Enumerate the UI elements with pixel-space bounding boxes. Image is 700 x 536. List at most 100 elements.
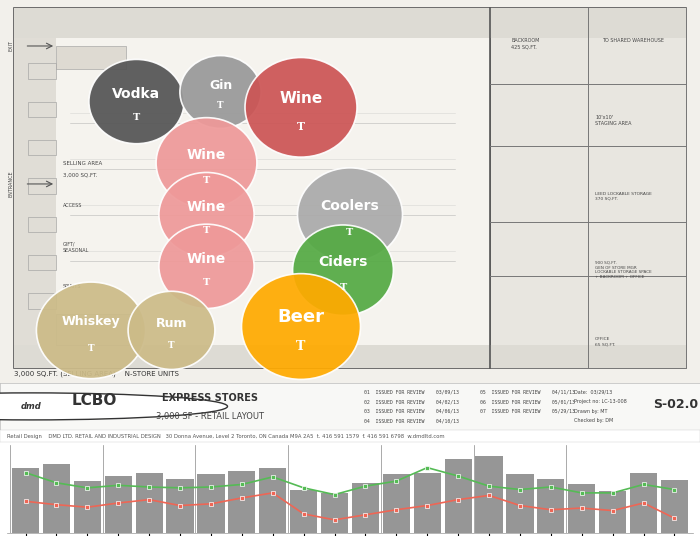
Text: T: T <box>296 340 306 353</box>
Text: 900 SQ.FT.
GEN OF STORE MGR
LOCKABLE STORAGE SPACE
+ BACKROOM + OFFICE: 900 SQ.FT. GEN OF STORE MGR LOCKABLE STO… <box>595 260 652 279</box>
Text: T: T <box>203 176 210 184</box>
Text: Coolers: Coolers <box>321 199 379 213</box>
Bar <box>56 46 126 69</box>
Bar <box>56 314 140 345</box>
Bar <box>28 63 56 79</box>
Text: 06  ISSUED FOR REVIEW    05/01/13: 06 ISSUED FOR REVIEW 05/01/13 <box>480 399 575 404</box>
Bar <box>12 467 39 533</box>
Text: T: T <box>203 278 210 287</box>
Ellipse shape <box>293 225 393 315</box>
Text: 04  ISSUED FOR REVIEW    04/10/13: 04 ISSUED FOR REVIEW 04/10/13 <box>364 419 459 423</box>
Text: EXPRESS STORES: EXPRESS STORES <box>162 393 258 403</box>
Ellipse shape <box>36 282 146 378</box>
Text: 3,000 SQ.FT.: 3,000 SQ.FT. <box>63 173 97 177</box>
Text: Ciders: Ciders <box>318 255 368 269</box>
Text: ENTRANCE: ENTRANCE <box>8 170 13 197</box>
Text: 3,000 SQ.FT. (SELLING AREA)    N-STORE UNITS: 3,000 SQ.FT. (SELLING AREA) N-STORE UNIT… <box>14 370 179 377</box>
Circle shape <box>0 393 228 420</box>
Ellipse shape <box>241 274 360 379</box>
Text: Drawn by: MT: Drawn by: MT <box>574 409 608 414</box>
Bar <box>383 474 410 533</box>
Bar <box>136 473 162 533</box>
Bar <box>352 483 379 533</box>
Text: T: T <box>203 226 210 235</box>
Bar <box>28 101 56 117</box>
Bar <box>28 255 56 270</box>
Bar <box>259 467 286 533</box>
Text: 02  ISSUED FOR REVIEW    04/02/13: 02 ISSUED FOR REVIEW 04/02/13 <box>364 399 459 404</box>
Bar <box>104 476 132 533</box>
Bar <box>28 217 56 232</box>
Text: T: T <box>217 101 224 110</box>
Text: 10'x10'
STAGING AREA: 10'x10' STAGING AREA <box>595 115 631 126</box>
Text: Checked by: DM: Checked by: DM <box>574 419 613 423</box>
Text: Wine: Wine <box>187 148 226 162</box>
Text: T: T <box>297 121 305 132</box>
Text: Gin: Gin <box>209 79 232 92</box>
Text: SPIRITS: SPIRITS <box>63 284 81 288</box>
Text: EXIT: EXIT <box>8 41 13 51</box>
Text: Project no: LC-13-008: Project no: LC-13-008 <box>574 399 626 404</box>
Text: 05  ISSUED FOR REVIEW    04/11/13: 05 ISSUED FOR REVIEW 04/11/13 <box>480 390 575 394</box>
Ellipse shape <box>159 224 254 309</box>
Bar <box>74 481 101 533</box>
Ellipse shape <box>180 56 261 129</box>
Ellipse shape <box>156 118 257 208</box>
Bar <box>28 178 56 193</box>
Text: T: T <box>88 344 94 353</box>
Bar <box>14 8 56 368</box>
Bar <box>228 471 256 533</box>
Text: Beer: Beer <box>277 308 325 326</box>
Text: SELLING AREA: SELLING AREA <box>63 161 102 166</box>
Text: TO SHARED WAREHOUSE: TO SHARED WAREHOUSE <box>602 39 664 43</box>
Ellipse shape <box>128 291 215 369</box>
Bar <box>197 474 225 533</box>
Bar <box>290 489 317 533</box>
Text: LCBO: LCBO <box>72 393 117 407</box>
Bar <box>630 473 657 533</box>
Text: 3,000 SF - RETAIL LAYOUT: 3,000 SF - RETAIL LAYOUT <box>156 412 264 421</box>
Text: BACKROOM
425 SQ.FT.: BACKROOM 425 SQ.FT. <box>511 39 540 49</box>
Text: Date:  03/29/13: Date: 03/29/13 <box>574 390 612 394</box>
Text: Wine: Wine <box>187 252 226 266</box>
Text: dmd: dmd <box>21 402 42 411</box>
Bar <box>321 493 348 533</box>
Bar <box>599 491 626 533</box>
Text: GIFT/
SEASONAL: GIFT/ SEASONAL <box>63 241 90 252</box>
Ellipse shape <box>89 59 184 144</box>
Bar <box>661 480 688 533</box>
Bar <box>490 8 686 368</box>
Bar <box>28 293 56 309</box>
Text: 07  ISSUED FOR REVIEW    05/29/13: 07 ISSUED FOR REVIEW 05/29/13 <box>480 409 575 414</box>
Text: Vodka: Vodka <box>113 87 160 101</box>
Text: T: T <box>340 283 346 292</box>
Bar <box>14 345 686 368</box>
Text: Rum: Rum <box>155 317 188 330</box>
Bar <box>167 479 194 533</box>
Text: Wine: Wine <box>187 200 226 214</box>
Text: 03  ISSUED FOR REVIEW    04/06/13: 03 ISSUED FOR REVIEW 04/06/13 <box>364 409 459 414</box>
Text: T: T <box>346 228 354 237</box>
Bar <box>568 485 596 533</box>
Bar <box>28 140 56 155</box>
Ellipse shape <box>298 168 402 262</box>
Bar <box>43 464 70 533</box>
Text: Wine: Wine <box>279 91 323 106</box>
Text: OFFICE
65 SQ.FT.: OFFICE 65 SQ.FT. <box>595 337 615 346</box>
Bar <box>14 8 686 39</box>
Bar <box>444 459 472 533</box>
Text: 01  ISSUED FOR REVIEW    03/09/13: 01 ISSUED FOR REVIEW 03/09/13 <box>364 390 459 394</box>
Text: T: T <box>168 341 175 349</box>
Bar <box>538 479 564 533</box>
Text: Whiskey: Whiskey <box>62 315 120 328</box>
Ellipse shape <box>159 173 254 257</box>
Text: Retail Design    DMD LTD. RETAIL AND INDUSTRIAL DESIGN   30 Donna Avenue, Level : Retail Design DMD LTD. RETAIL AND INDUST… <box>7 434 444 439</box>
Text: S-02.0: S-02.0 <box>653 398 698 412</box>
Bar <box>506 474 533 533</box>
Text: ACCESS: ACCESS <box>63 203 83 208</box>
Bar <box>475 456 503 533</box>
Text: T: T <box>133 113 140 122</box>
Bar <box>414 473 441 533</box>
Text: LEED LOCKABLE STORAGE
370 SQ.FT.: LEED LOCKABLE STORAGE 370 SQ.FT. <box>595 192 652 200</box>
Ellipse shape <box>245 57 357 157</box>
